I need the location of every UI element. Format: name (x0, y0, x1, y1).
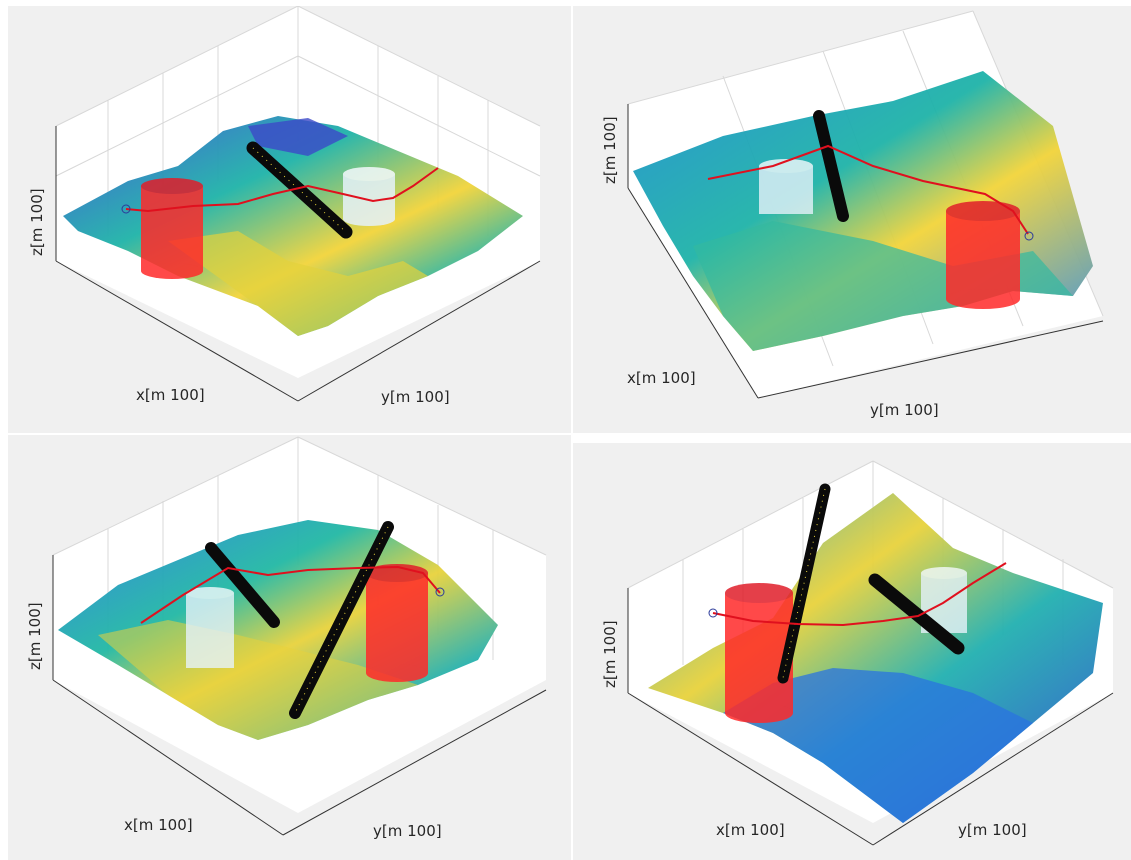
path-marker (435, 587, 445, 597)
plot-panel-1: x[m 100] y[m 100] z[m 100] (8, 6, 571, 433)
black-pole (813, 110, 849, 222)
xlabel: x[m 100] (124, 816, 193, 834)
red-cylinder (725, 583, 793, 723)
black-pole (205, 542, 280, 628)
axes-lines (627, 588, 1114, 846)
zlabel: z[m 100] (601, 116, 619, 184)
ylabel: y[m 100] (381, 388, 450, 406)
white-cylinder (759, 159, 813, 214)
black-pole (246, 141, 353, 239)
zlabel: z[m 100] (28, 188, 46, 256)
red-cylinder (366, 564, 428, 682)
red-cylinder (141, 178, 203, 279)
xlabel: x[m 100] (136, 386, 205, 404)
path-line (125, 167, 439, 213)
plot-panel-2: x[m 100] y[m 100] z[m 100] (573, 6, 1131, 433)
path-marker (121, 204, 131, 214)
black-pole (868, 573, 965, 655)
plot-panel-4: x[m 100] y[m 100] z[m 100] (573, 443, 1131, 860)
xlabel: x[m 100] (627, 369, 696, 387)
ylabel: y[m 100] (958, 821, 1027, 839)
axes-lines (627, 104, 1104, 399)
axes-lines (55, 126, 541, 402)
surface-plot-1 (55, 6, 541, 402)
ylabel: y[m 100] (870, 401, 939, 419)
zlabel: z[m 100] (26, 602, 44, 670)
black-pole (289, 521, 394, 719)
surface-plot-4 (627, 460, 1114, 846)
surface-plot-2 (627, 10, 1104, 399)
path-line (712, 562, 1007, 627)
xlabel: x[m 100] (716, 821, 785, 839)
surface-plot-3 (52, 436, 547, 836)
path-marker (1024, 231, 1034, 241)
ylabel: y[m 100] (373, 822, 442, 840)
path-line (707, 144, 1029, 235)
red-cylinder (946, 201, 1020, 309)
axes-lines (52, 555, 547, 836)
plot-panel-3: x[m 100] y[m 100] z[m 100] (8, 435, 571, 860)
zlabel: z[m 100] (601, 620, 619, 688)
path-line (140, 565, 441, 624)
path-marker (708, 608, 718, 618)
white-cylinder (186, 587, 234, 668)
